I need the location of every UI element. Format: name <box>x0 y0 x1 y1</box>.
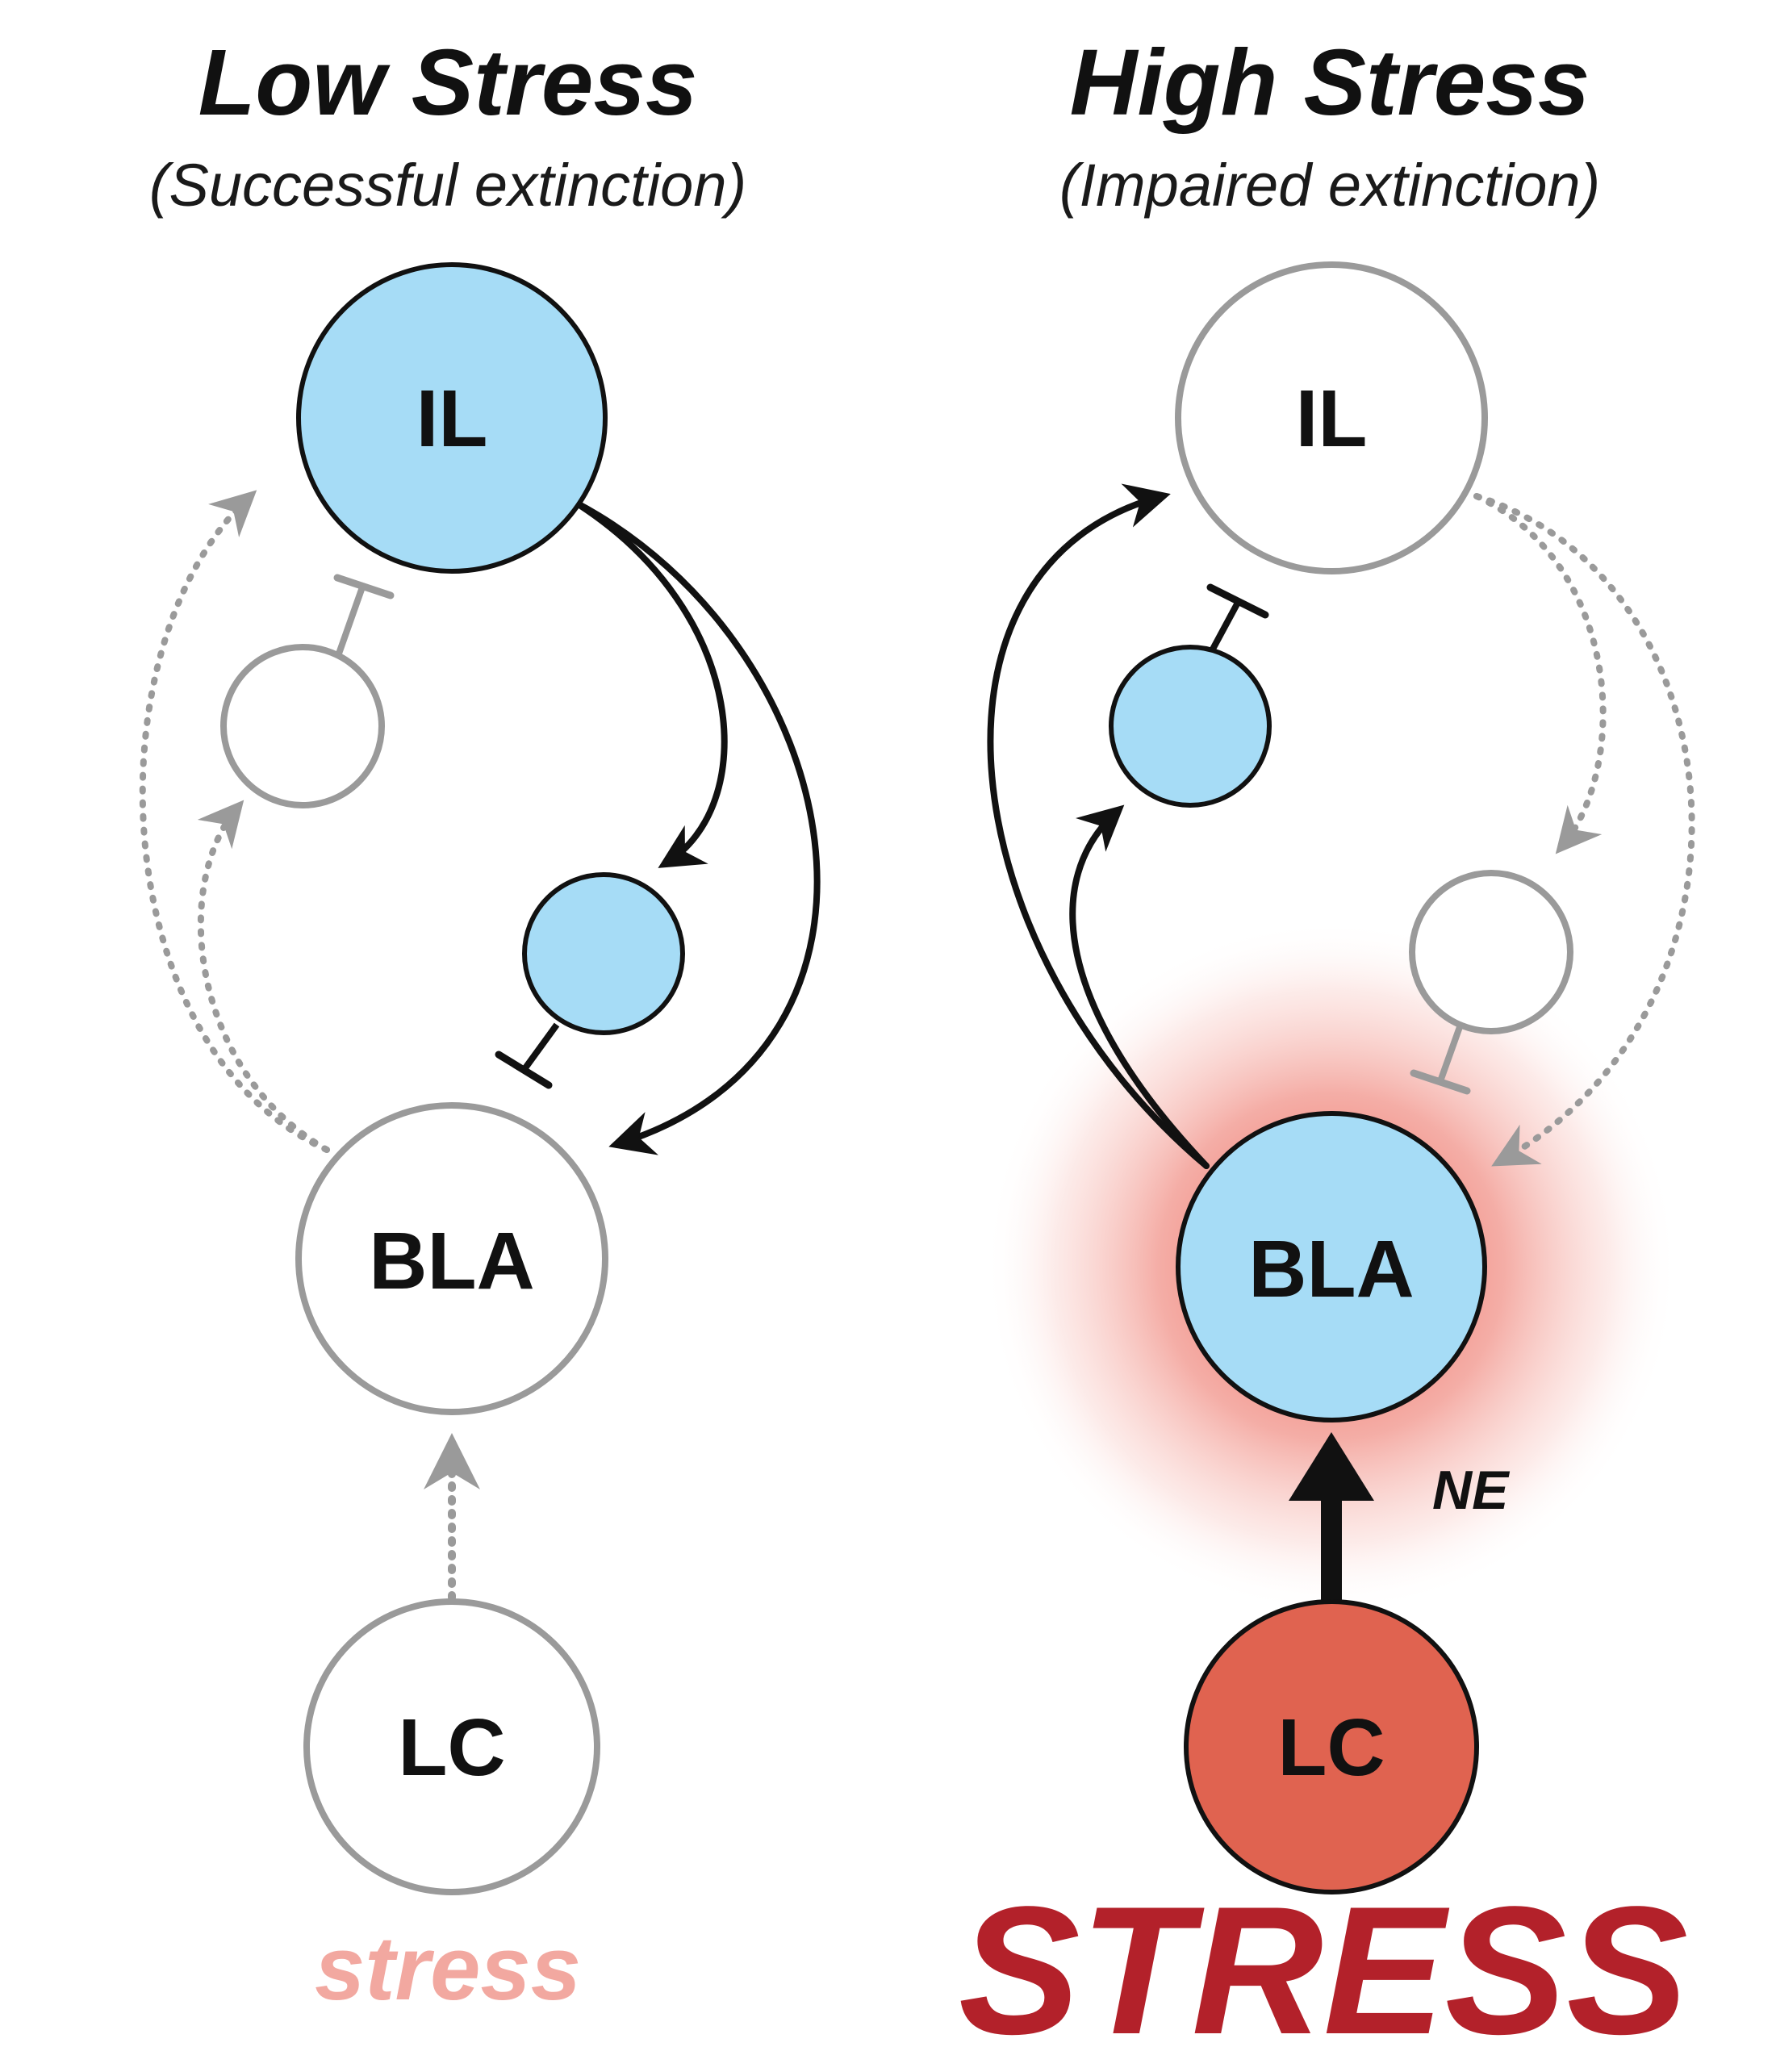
il-node-label: IL <box>1296 374 1368 464</box>
interneuron-to-il-inhibitory-stem <box>336 583 366 655</box>
high-stress-label: STRESS <box>959 1868 1688 2072</box>
bla-node-label: BLA <box>1248 1224 1415 1314</box>
interneuron-active <box>522 872 685 1035</box>
il-to-bla-arrow <box>571 499 821 1155</box>
il-to-bla-dotted-arrow <box>1473 493 1695 1167</box>
bla-to-il-dotted-arrow <box>139 490 330 1153</box>
interneuron-inactive <box>220 644 385 808</box>
il-node <box>296 262 608 574</box>
high-stress-subtitle: (Impaired extinction) <box>1059 152 1600 219</box>
ne-label: NE <box>1432 1460 1511 1521</box>
il-node-label: IL <box>416 374 488 464</box>
bla-to-il-arrow <box>987 483 1210 1169</box>
bla-node <box>1176 1111 1487 1422</box>
arrowhead-icon <box>1289 1432 1374 1501</box>
lc-node <box>303 1598 600 1895</box>
il-to-interneuron-arrow <box>571 499 728 868</box>
interneuron-to-il-inhibitory-stem <box>1207 599 1242 655</box>
high-stress-panel: High Stress (Impaired extinction) IL BLA… <box>959 30 1695 2072</box>
lc-node-label: LC <box>1277 1702 1385 1793</box>
il-to-interneuron-dotted-arrow <box>1473 493 1607 854</box>
il-node <box>1175 261 1488 574</box>
low-stress-subtitle: (Successful extinction) <box>149 152 746 219</box>
bla-node <box>295 1102 608 1415</box>
bla-node-label: BLA <box>369 1216 535 1306</box>
low-stress-label: stress <box>315 1918 581 2019</box>
inhibitory-t-bar-icon <box>495 1051 553 1089</box>
interneuron-active <box>1109 645 1272 808</box>
interneuron-to-bla-inhibitory-stem <box>521 1022 560 1072</box>
interneuron-inactive <box>1409 870 1573 1034</box>
inhibitory-t-bar-icon <box>1410 1069 1471 1095</box>
inhibitory-t-bar-icon <box>333 574 395 599</box>
lc-node <box>1184 1599 1479 1894</box>
inhibitory-t-bar-icon <box>1206 583 1269 619</box>
low-stress-title: Low Stress <box>198 30 698 135</box>
bla-to-interneuron-arrow <box>1069 804 1210 1169</box>
interneuron-to-bla-inhibitory-stem <box>1437 1023 1464 1083</box>
lc-node-label: LC <box>398 1702 505 1793</box>
bla-to-interneuron-dotted-arrow <box>197 800 330 1153</box>
high-stress-title: High Stress <box>1070 30 1590 135</box>
low-stress-panel: Low Stress (Successful extinction) IL BL… <box>139 30 821 2019</box>
